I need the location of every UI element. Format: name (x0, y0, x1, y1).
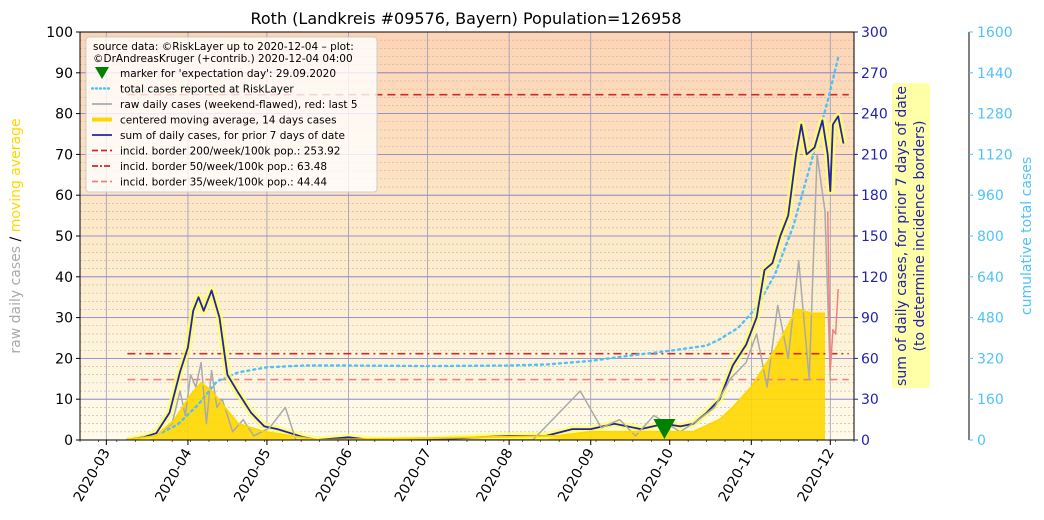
right-axis-1-tick-label: 120 (861, 270, 888, 286)
x-axis-tick-label: 2020-05 (231, 446, 274, 505)
left-axis-tick-label: 60 (55, 188, 73, 204)
right-axis-1-label-box (892, 83, 930, 388)
right-axis-2-tick-label: 960 (977, 188, 1004, 204)
legend-marker-swatch (95, 67, 109, 79)
series-line (126, 56, 840, 440)
series-line (826, 211, 839, 372)
legend-source-line-1: source data: ©RiskLayer up to 2020-12-04… (93, 41, 354, 53)
right-axis-1-label: sum of daily cases, for prior 7 days of … (894, 86, 928, 386)
series-lines (126, 56, 847, 440)
right-axis-1-tick-label: 240 (861, 107, 888, 123)
right-axis-2-label-text: cumulative total cases (1019, 157, 1035, 315)
right-axis-1-tick-label: 180 (861, 188, 888, 204)
x-axis-tick-label: 2020-10 (634, 446, 677, 505)
left-axis-tick-label: 30 (55, 311, 73, 327)
series-line (127, 308, 825, 440)
expectation-marker (653, 419, 676, 439)
left-axis-label-raw: raw daily cases (8, 246, 24, 354)
x-axis-tick-label: 2020-04 (152, 446, 195, 505)
left-axis-tick-label: 40 (55, 270, 73, 286)
right-axis-weekly-sum: 0 30 60 90 120 150 180 210 240 270 300 (854, 25, 888, 449)
right-axis-1-tick-label: 60 (861, 351, 879, 367)
right-axis-2-label: cumulative total cases (1019, 157, 1035, 315)
right-axis-1-tick-label: 150 (861, 229, 888, 245)
legend-source-line-2: ©DrAndreasKruger (+contrib.) 2020-12-04 … (93, 53, 353, 65)
expectation-day-marker (653, 419, 676, 439)
right-axis-2-tick-label: 0 (977, 433, 986, 449)
x-axis-tick-label: 2020-09 (555, 446, 598, 505)
left-axis-tick-label: 80 (55, 107, 73, 123)
right-axis-2-tick-label: 1440 (977, 66, 1013, 82)
x-axis-tick-label: 2020-11 (716, 446, 759, 505)
right-axis-2-tick-label: 800 (977, 229, 1004, 245)
x-axis-tick-label: 2020-12 (795, 446, 838, 505)
x-axis-tick-label: 2020-06 (313, 446, 356, 505)
right-axis-2-tick-label: 480 (977, 311, 1004, 327)
right-axis-2-tick-label: 1280 (977, 107, 1013, 123)
x-axis-tick-label: 2020-07 (392, 446, 435, 505)
right-axis-cumulative: 0 160 320 480 640 800 960 1120 1280 1440 1600 (968, 25, 1013, 449)
x-axis: 2020-03 2020-04 2020-05 2020-06 2020-07 2020-… (71, 440, 855, 505)
legend-entries: marker for 'expectation day': 29.09.2020… (90, 67, 358, 189)
right-axis-1-tick-label: 210 (861, 147, 888, 163)
x-axis-tick-label: 2020-03 (71, 446, 114, 505)
left-axis-tick-label: 90 (55, 66, 73, 82)
legend-entry-label: raw daily cases (weekend-flawed), red: l… (120, 99, 358, 111)
legend-box (85, 36, 378, 193)
left-axis: 0 10 20 30 40 50 60 70 80 90 100 (46, 25, 80, 449)
left-axis-tick-label: 10 (55, 392, 73, 408)
right-axis-1-label-line1: sum of daily cases, for prior 7 days of … (894, 86, 910, 386)
chart-title: Roth (Landkreis #09576, Bayern) Populati… (250, 9, 681, 28)
moving-average-area (127, 309, 826, 440)
left-axis-tick-label: 20 (55, 351, 73, 367)
legend-entry-label: centered moving average, 14 days cases (120, 115, 337, 127)
left-axis-tick-label: 70 (55, 147, 73, 163)
legend-entry-label: marker for 'expectation day': 29.09.2020 (120, 68, 336, 80)
left-axis-label: raw daily cases / moving average (8, 118, 24, 353)
right-axis-2-tick-label: 1600 (977, 25, 1013, 41)
left-axis-tick-label: 100 (46, 25, 73, 41)
right-axis-2-tick-label: 640 (977, 270, 1004, 286)
right-axis-1-tick-label: 30 (861, 392, 879, 408)
legend: source data: ©RiskLayer up to 2020-12-04… (85, 36, 378, 193)
right-axis-2-tick-label: 160 (977, 392, 1004, 408)
svg-text:raw daily cases / moving a: raw daily cases / moving average (8, 118, 24, 353)
legend-entry-label: incid. border 50/week/100k pop.: 63.48 (120, 161, 327, 173)
legend-entry-label: sum of daily cases, for prior 7 days of … (120, 130, 345, 142)
right-axis-1-label-line2: (to determine incidence borders) (912, 121, 928, 352)
legend-entry-label: incid. border 200/week/100k pop.: 253.92 (120, 146, 340, 158)
right-axis-2-tick-label: 320 (977, 351, 1004, 367)
left-axis-label-avg: moving average (8, 118, 24, 232)
moving-average-fill (127, 309, 826, 440)
x-axis-tick-label: 2020-08 (473, 446, 516, 505)
right-axis-1-tick-label: 0 (861, 433, 870, 449)
series-line (127, 153, 832, 440)
right-axis-1-tick-label: 300 (861, 25, 888, 41)
right-axis-1-tick-label: 90 (861, 311, 879, 327)
series-line (127, 115, 845, 440)
right-axis-1-tick-label: 270 (861, 66, 888, 82)
legend-entry-label: total cases reported at RiskLayer (120, 84, 294, 96)
legend-entry-label: incid. border 35/week/100k pop.: 44.44 (120, 177, 327, 189)
left-axis-label-sep: / (8, 236, 24, 241)
left-axis-tick-label: 0 (64, 433, 73, 449)
right-axis-2-tick-label: 1120 (977, 147, 1013, 163)
left-axis-tick-label: 50 (55, 229, 73, 245)
